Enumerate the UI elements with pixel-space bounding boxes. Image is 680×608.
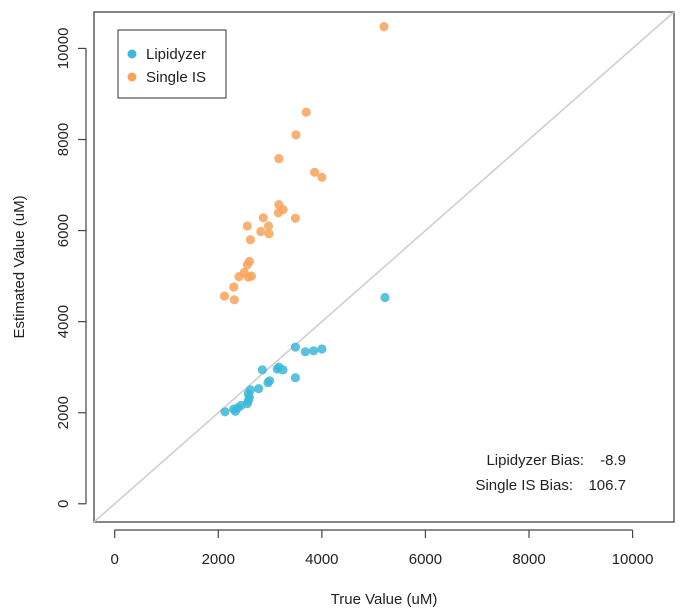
single-is-point	[229, 295, 239, 305]
data-points	[219, 22, 390, 417]
plot-frame	[93, 11, 675, 523]
lipidyzer-point	[300, 347, 310, 357]
x-axis: 0 2000 4000 6000 8000 10000	[111, 529, 654, 568]
lipidyzer-point	[380, 292, 390, 303]
y-tick-label: 2000	[55, 396, 72, 429]
legend-label-lipidyzer: Lipidyzer	[146, 46, 206, 63]
single-is-point	[310, 167, 320, 177]
y-axis-title: Estimated Value (uM)	[11, 195, 28, 338]
y-tick-label: 0	[55, 500, 72, 508]
y-tick-label: 8000	[55, 123, 72, 156]
lipidyzer-point	[265, 376, 275, 386]
lipidyzer-point	[245, 385, 255, 395]
lipidyzer-point	[290, 373, 300, 383]
single-is-point	[264, 229, 274, 239]
y-tick-label: 6000	[55, 214, 72, 247]
x-axis-title: True Value (uM)	[331, 591, 438, 608]
x-tick-label: 2000	[202, 551, 235, 568]
single-is-point	[229, 282, 239, 292]
lipidyzer-point	[254, 384, 264, 394]
single-is-bias-value: 106.7	[588, 477, 626, 494]
y-tick-label: 10000	[55, 28, 72, 70]
single-is-point	[301, 107, 311, 117]
single-is-point	[244, 256, 254, 267]
lipidyzer-point	[278, 365, 288, 375]
lipidyzer-point	[317, 344, 327, 354]
single-is-point	[290, 213, 300, 223]
x-tick-label: 10000	[612, 551, 654, 568]
x-tick-label: 6000	[409, 551, 442, 568]
lipidyzer-point	[290, 342, 300, 352]
single-is-point	[219, 291, 230, 301]
legend-marker-lipidyzer	[127, 49, 137, 59]
x-tick-label: 0	[111, 551, 119, 568]
single-is-point	[291, 130, 301, 140]
single-is-bias-label: Single IS Bias:	[475, 477, 573, 494]
single-is-point	[274, 154, 284, 164]
y-tick-label: 4000	[55, 305, 72, 338]
single-is-point	[317, 172, 327, 182]
single-is-point	[258, 213, 268, 223]
legend-box	[117, 29, 227, 99]
y-axis: 0 2000 4000 6000 8000 10000	[55, 28, 87, 508]
lipidyzer-point	[257, 365, 267, 375]
single-is-point	[256, 226, 266, 237]
single-is-point	[263, 221, 274, 231]
single-is-point	[379, 22, 389, 32]
identity-reference-line	[93, 11, 675, 523]
single-is-point	[245, 235, 255, 245]
x-tick-label: 4000	[305, 551, 338, 568]
lipidyzer-bias-label: Lipidyzer Bias:	[486, 452, 584, 469]
single-is-point	[278, 205, 288, 215]
legend-label-single-is: Single IS	[146, 69, 206, 86]
lipidyzer-bias-value: -8.9	[600, 452, 626, 469]
bias-annotations: Lipidyzer Bias: -8.9 Single IS Bias: 106…	[475, 452, 626, 494]
legend-marker-single-is	[127, 72, 137, 82]
single-is-point	[246, 271, 256, 281]
legend: Lipidyzer Single IS	[117, 29, 227, 99]
lipidyzer-point	[220, 407, 230, 417]
x-tick-label: 8000	[512, 551, 545, 568]
lipidyzer-point	[309, 346, 319, 356]
single-is-point	[242, 221, 252, 231]
